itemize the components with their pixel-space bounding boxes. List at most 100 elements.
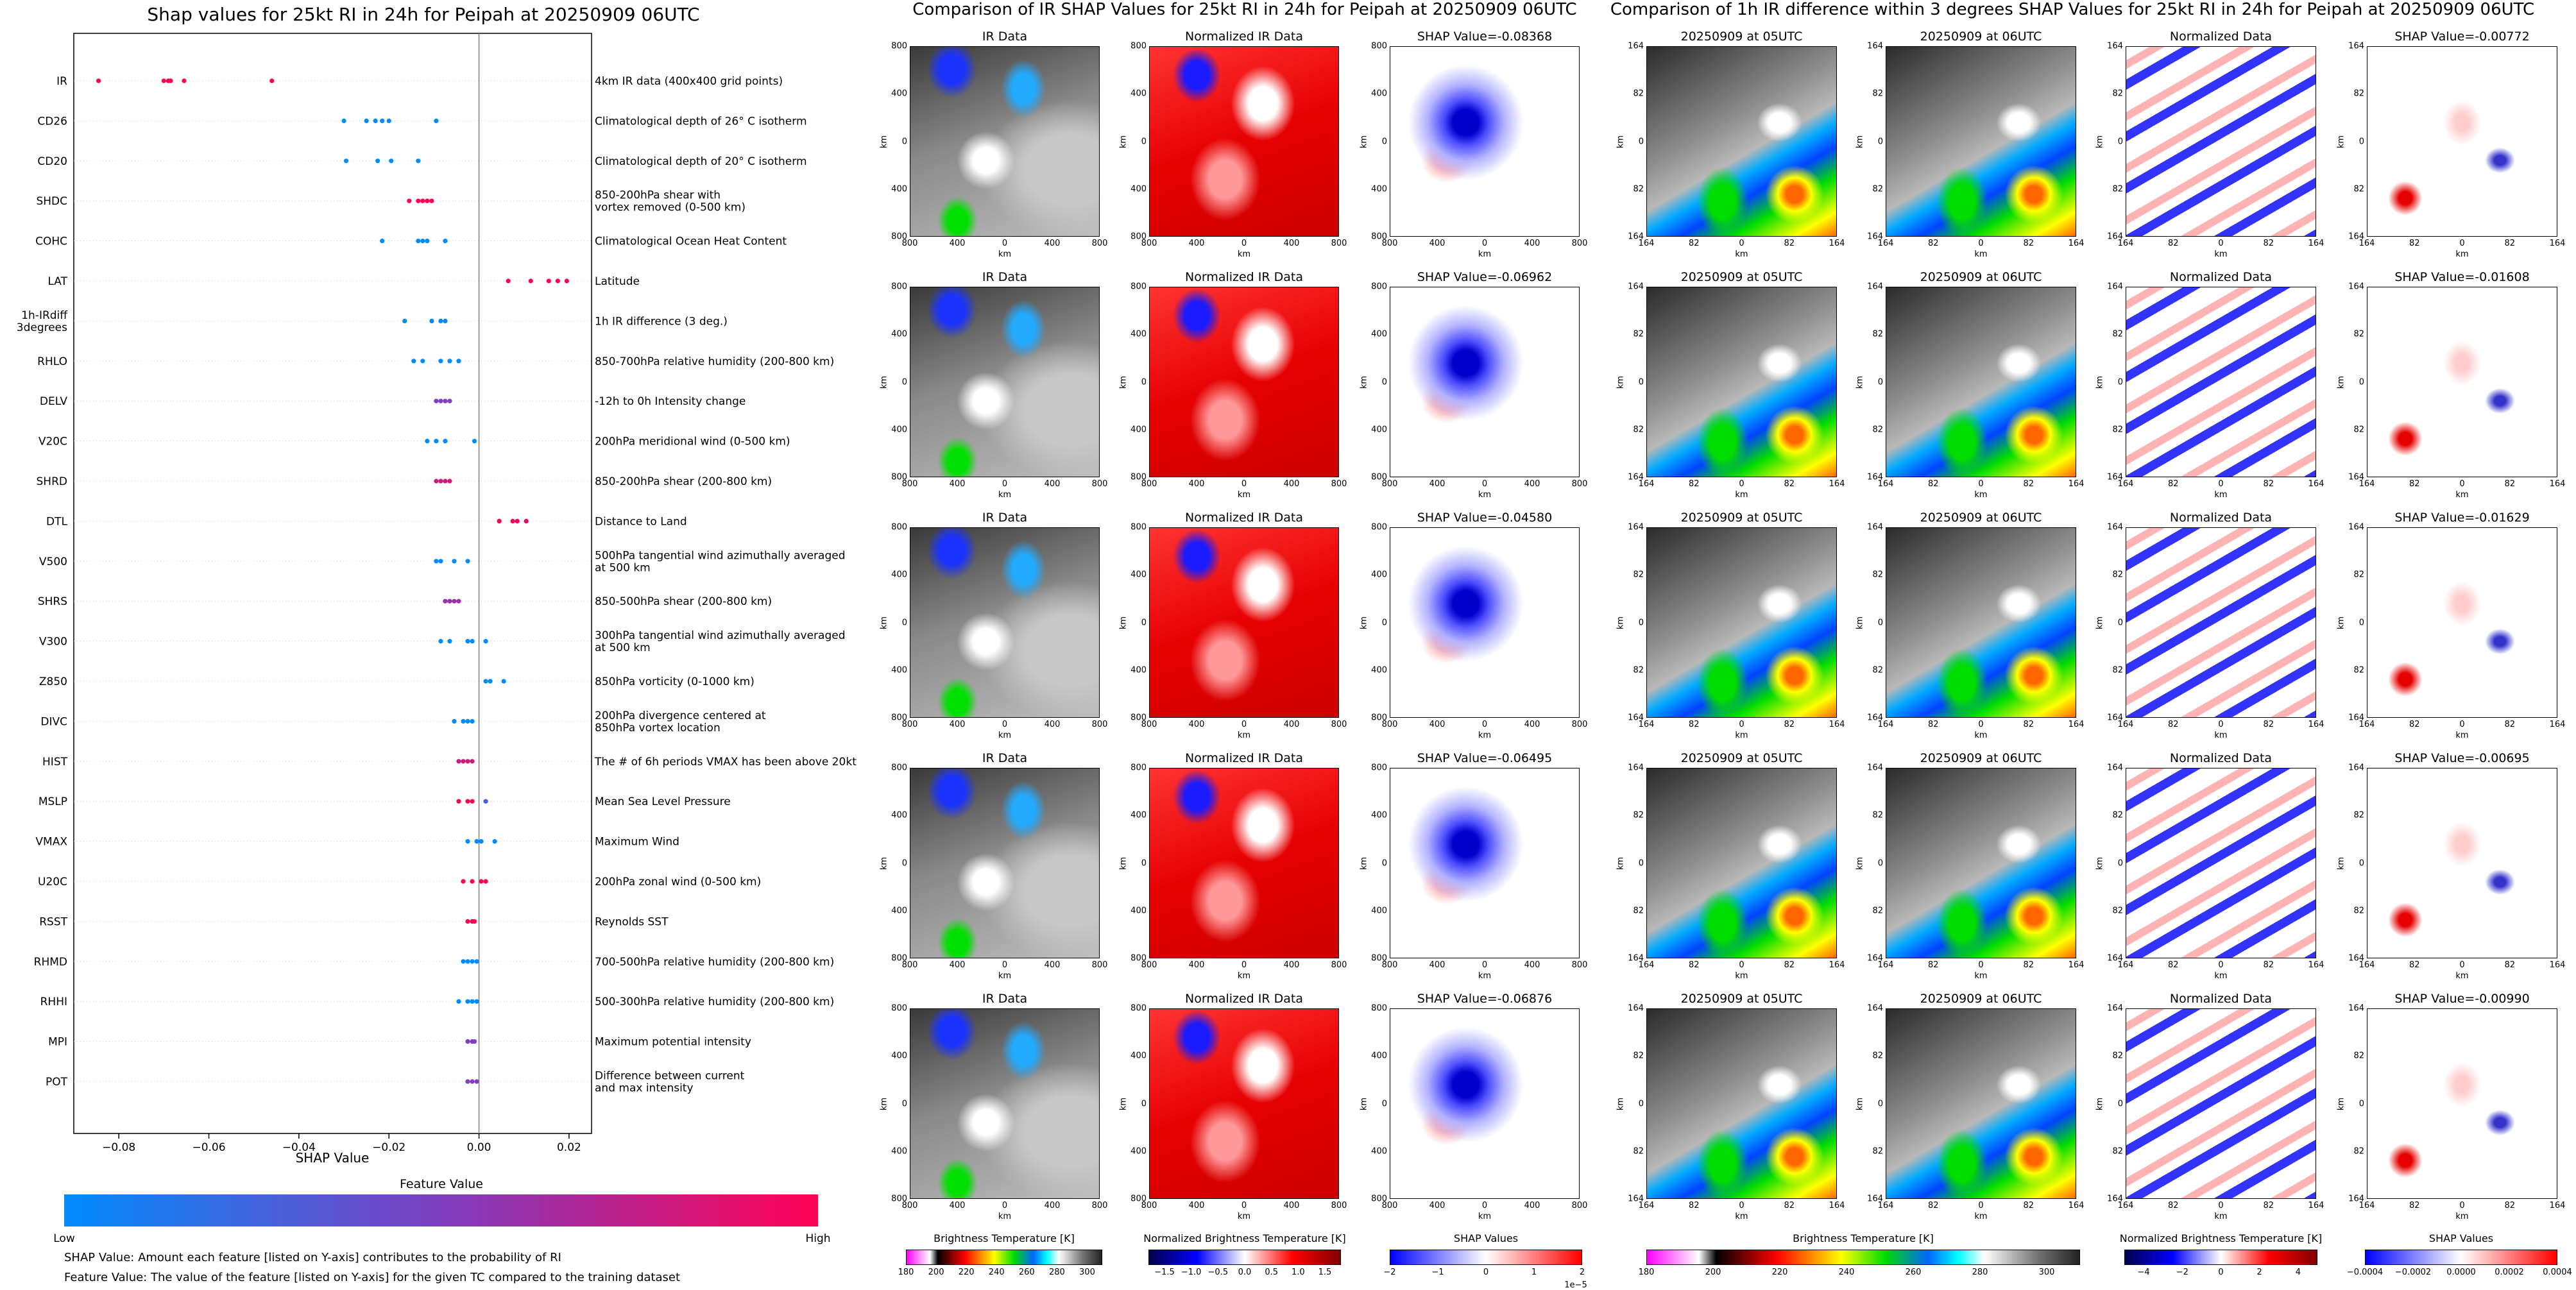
panel-x-tick-label: 400 (1188, 1201, 1205, 1210)
panel-y-tick-label: 800 (891, 713, 907, 723)
shap-point (456, 759, 461, 764)
panel-y-tick-label: 800 (1371, 282, 1387, 292)
feature-name-label: HIST (42, 756, 68, 768)
panel-y-axis-label: km (879, 135, 889, 148)
ir-shap-colorbar-scale-label: 1e−5 (1564, 1280, 1587, 1290)
panel-x-tick-label: 82 (2167, 239, 2179, 248)
ir-shap-colorbar-title: SHAP Values (1453, 1232, 1519, 1244)
shap-point (474, 999, 479, 1004)
panel-x-tick-label: 82 (2023, 479, 2034, 489)
panel-y-tick-label: 164 (2107, 1194, 2123, 1204)
panel-y-tick-label: 164 (1867, 1003, 1883, 1014)
feature-name-label: SHDC (36, 195, 67, 208)
panel-y-tick-label: 0 (1877, 377, 1883, 387)
panel-y-tick-label: 82 (2353, 570, 2364, 580)
panel-x-tick-label: 82 (2023, 1201, 2034, 1210)
panel-y-tick-label: 0 (1381, 137, 1387, 146)
panel-y-tick-label: 164 (2107, 953, 2123, 963)
diff-bt-colorbar-tick-label: 180 (1638, 1268, 1655, 1277)
panel-y-tick-label: 82 (2112, 665, 2123, 675)
shap-point (407, 198, 412, 203)
shap-point (434, 439, 439, 444)
shap-point (470, 959, 475, 964)
panel-x-tick-label: 164 (2308, 239, 2324, 248)
panel-y-axis-label: km (879, 1097, 889, 1110)
panel-x-tick-label: 400 (1429, 960, 1446, 970)
panel-y-tick-label: 164 (1628, 282, 1644, 292)
panel-y-tick-label: 400 (891, 570, 907, 580)
panel-x-tick-label: 82 (1927, 239, 1939, 248)
panel-x-tick-label: 800 (1141, 720, 1157, 729)
ir-05utc-image (1646, 46, 1837, 237)
feature-description-label: Maximum potential intensity (595, 1036, 751, 1049)
shap-point (506, 278, 511, 284)
panel-y-tick-label: 800 (1130, 763, 1147, 773)
panel-x-axis-label: km (1735, 731, 1748, 740)
panel-y-tick-label: 800 (1371, 232, 1387, 242)
normalized-ir-image (1149, 287, 1339, 477)
feature-name-label: SHRD (37, 475, 67, 488)
feature-name-label: 3degrees (17, 321, 67, 334)
ir-panel-title: SHAP Value=-0.08368 (1417, 30, 1553, 44)
feature-name-label: RHLO (37, 355, 67, 368)
ir-shap-image (1390, 768, 1580, 958)
shap-point (416, 198, 421, 203)
panel-y-tick-label: 0 (901, 377, 907, 387)
panel-x-tick-label: 164 (1877, 239, 1894, 248)
panel-x-axis-label: km (1478, 250, 1492, 259)
panel-x-tick-label: 800 (1571, 479, 1588, 489)
panel-y-tick-label: 0 (2117, 1099, 2123, 1108)
panel-y-tick-label: 400 (1130, 570, 1147, 580)
ir-bt-colorbar-tick-label: 240 (988, 1268, 1005, 1277)
panel-x-axis-label: km (1974, 1212, 1988, 1221)
ir-panel-title: IR Data (982, 992, 1028, 1006)
panel-x-axis-label: km (1478, 971, 1492, 981)
shap-point (434, 479, 439, 484)
panel-y-tick-label: 400 (891, 1146, 907, 1157)
panel-x-tick-label: 800 (1571, 1201, 1588, 1210)
shap-point (438, 479, 443, 484)
panel-y-tick-label: 0 (901, 1099, 907, 1108)
panel-x-tick-label: 0 (1241, 239, 1247, 248)
panel-y-tick-label: 800 (1371, 713, 1387, 723)
diff-shap-colorbar-title: SHAP Values (2428, 1232, 2494, 1244)
panel-x-axis-label: km (2455, 250, 2469, 259)
panel-y-tick-label: 800 (1130, 282, 1147, 292)
panel-x-tick-label: 0 (2218, 720, 2224, 729)
panel-x-tick-label: 400 (949, 239, 966, 248)
feature-description-label: The # of 6h periods VMAX has been above … (594, 756, 857, 768)
panel-x-tick-label: 0 (2459, 960, 2465, 970)
shap-point (470, 718, 475, 724)
panel-y-tick-label: 400 (1371, 329, 1387, 339)
normalized-ir-image (1149, 1008, 1339, 1199)
panel-x-tick-label: 0 (1241, 479, 1247, 489)
shap-point (386, 118, 391, 123)
feature-description-label: Climatological depth of 20° C isotherm (595, 155, 807, 168)
panel-y-axis-label: km (1616, 616, 1626, 629)
irdiff-comparison-title: Comparison of 1h IR difference within 3 … (1610, 0, 2535, 19)
irdiff-panel-title: 20250909 at 06UTC (1920, 751, 2042, 765)
panel-x-tick-label: 400 (1524, 1201, 1540, 1210)
panel-y-axis-label: km (2336, 616, 2346, 629)
panel-y-tick-label: 164 (2107, 1003, 2123, 1014)
panel-y-tick-label: 164 (2348, 1194, 2364, 1204)
panel-x-tick-label: 400 (949, 1201, 966, 1210)
panel-y-axis-label: km (1855, 616, 1865, 629)
shap-point (420, 239, 425, 244)
shap-point (434, 118, 439, 123)
panel-y-tick-label: 0 (1877, 137, 1883, 146)
panel-x-tick-label: 800 (1331, 960, 1347, 970)
feature-row: HIST The # of 6h periods VMAX has been ab… (42, 756, 857, 768)
shap-point (373, 118, 378, 123)
panel-y-tick-label: 0 (901, 618, 907, 627)
shap-point (420, 359, 425, 364)
panel-x-axis-label: km (1237, 1212, 1251, 1221)
panel-y-tick-label: 82 (1633, 810, 1644, 820)
panel-x-tick-label: 164 (2549, 239, 2566, 248)
panel-y-tick-label: 400 (891, 1051, 907, 1061)
panel-x-tick-label: 400 (1429, 720, 1446, 729)
panel-x-axis-label: km (2214, 731, 2228, 740)
panel-y-tick-label: 164 (1628, 522, 1644, 532)
panel-x-tick-label: 800 (901, 1201, 918, 1210)
